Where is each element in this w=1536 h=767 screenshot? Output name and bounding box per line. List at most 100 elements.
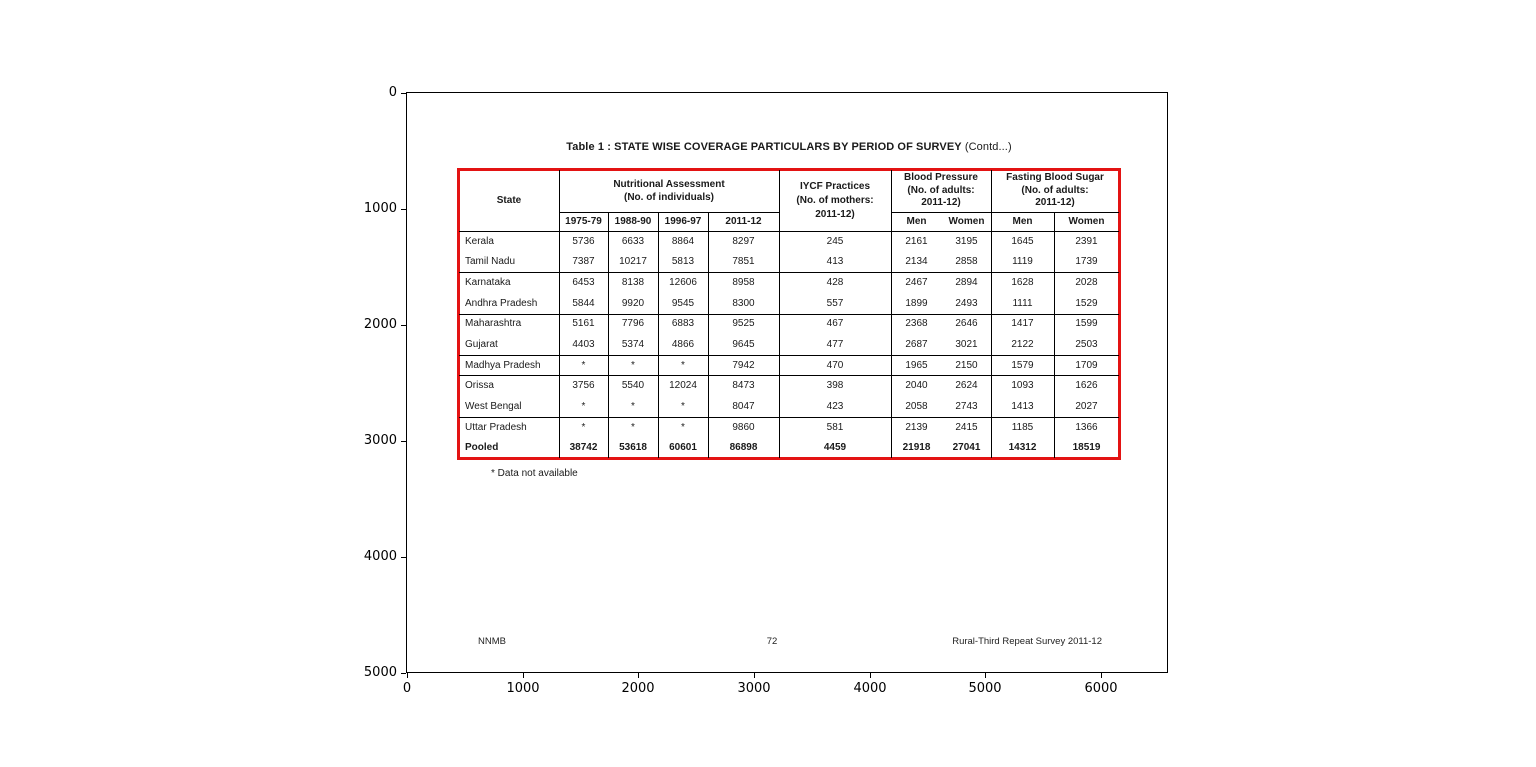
row-state-label: Tamil Nadu <box>465 256 516 268</box>
table-group-separator <box>459 355 1119 356</box>
row-value-cell: 5813 <box>671 256 695 268</box>
row-value-cell: 1093 <box>1011 380 1034 392</box>
row-value-cell: 1626 <box>1075 380 1098 392</box>
row-value-cell: 9920 <box>621 297 645 309</box>
coverage-table: State Nutritional Assessment (No. of ind… <box>457 168 1121 460</box>
header-fbs-men: Men <box>1012 216 1033 227</box>
table-grid-hline <box>559 212 779 213</box>
row-value-cell: 5736 <box>572 235 595 247</box>
row-value-cell: 38742 <box>569 442 598 454</box>
row-value-cell: 1709 <box>1075 359 1098 371</box>
row-value-cell: 1965 <box>905 359 928 371</box>
row-value-cell: 5844 <box>572 297 595 309</box>
row-value-cell: 2368 <box>905 318 928 330</box>
row-value-cell: 9545 <box>671 297 695 309</box>
table-title-main: Table 1 : STATE WISE COVERAGE PARTICULAR… <box>566 141 962 153</box>
row-value-cell: 1417 <box>1011 318 1034 330</box>
row-state-label: Madhya Pradesh <box>465 359 541 371</box>
row-value-cell: 10217 <box>619 256 647 268</box>
row-value-cell: 18519 <box>1072 442 1101 454</box>
y-tick-label: 2000 <box>363 317 397 332</box>
x-tick-mark <box>1101 673 1102 678</box>
row-value-cell: 6633 <box>621 235 645 247</box>
y-tick-mark <box>401 93 406 94</box>
header-year-2011-12: 2011-12 <box>725 216 762 227</box>
x-tick-label: 3000 <box>737 681 771 696</box>
row-value-cell: 428 <box>826 277 844 289</box>
row-value-cell: 1645 <box>1011 235 1034 247</box>
row-value-cell: 1899 <box>905 297 928 309</box>
row-value-cell: 3021 <box>955 338 978 350</box>
row-value-cell: 9645 <box>732 338 755 350</box>
table-group-separator <box>459 314 1119 315</box>
row-value-cell: 467 <box>826 318 844 330</box>
table-title-contd: (Contd...) <box>961 141 1012 153</box>
row-value-cell: 2646 <box>955 318 978 330</box>
row-value-cell: 86898 <box>729 442 758 454</box>
y-tick-label: 4000 <box>363 549 397 564</box>
row-value-cell: 8473 <box>732 380 755 392</box>
table-grid-hline <box>891 212 1119 213</box>
row-value-cell: 6453 <box>572 277 595 289</box>
x-tick-label: 0 <box>402 681 412 696</box>
row-value-cell: 398 <box>826 380 844 392</box>
row-value-cell: 1366 <box>1075 421 1098 433</box>
y-tick-mark <box>401 557 406 558</box>
header-fbs-women: Women <box>1068 216 1105 227</box>
row-value-cell: 1628 <box>1011 277 1034 289</box>
row-value-cell: * <box>681 400 685 412</box>
table-grid-vline <box>608 212 609 458</box>
row-value-cell: 7851 <box>732 256 755 268</box>
row-value-cell: * <box>631 421 635 433</box>
row-value-cell: 2493 <box>955 297 978 309</box>
row-value-cell: 4459 <box>823 442 847 454</box>
header-year-1988-90: 1988-90 <box>614 216 652 227</box>
header-iycf: IYCF Practices (No. of mothers: 2011-12) <box>796 180 874 220</box>
row-value-cell: 1529 <box>1075 297 1098 309</box>
table-group-separator <box>459 417 1119 418</box>
row-value-cell: 7942 <box>732 359 755 371</box>
row-value-cell: 21918 <box>902 442 931 454</box>
row-value-cell: * <box>681 421 685 433</box>
row-value-cell: 1111 <box>1012 297 1033 309</box>
table-footnote: * Data not available <box>491 468 578 479</box>
row-state-label: Kerala <box>465 235 494 247</box>
row-value-cell: 2415 <box>955 421 978 433</box>
row-value-cell: 2467 <box>905 277 928 289</box>
row-value-cell: 5374 <box>621 338 645 350</box>
row-state-label: Orissa <box>465 380 494 392</box>
row-value-cell: 3195 <box>955 235 978 247</box>
y-tick-mark <box>401 209 406 210</box>
table-group-separator <box>459 375 1119 376</box>
x-tick-mark <box>985 673 986 678</box>
row-value-cell: 2150 <box>955 359 978 371</box>
header-fasting-blood-sugar: Fasting Blood Sugar (No. of adults: 2011… <box>1006 172 1104 209</box>
row-value-cell: * <box>581 400 586 412</box>
header-year-1975-79: 1975-79 <box>565 216 602 227</box>
x-tick-label: 1000 <box>506 681 540 696</box>
row-value-cell: 8958 <box>732 277 755 289</box>
row-value-cell: 6883 <box>671 318 695 330</box>
y-tick-mark <box>401 441 406 442</box>
x-tick-label: 2000 <box>621 681 655 696</box>
row-value-cell: 12024 <box>669 380 697 392</box>
row-value-cell: 4403 <box>572 338 595 350</box>
row-value-cell: 1599 <box>1075 318 1098 330</box>
row-value-cell: 7796 <box>621 318 645 330</box>
row-value-cell: 2040 <box>905 380 928 392</box>
row-value-cell: 2028 <box>1075 277 1098 289</box>
header-blood-pressure: Blood Pressure (No. of adults: 2011-12) <box>904 172 978 209</box>
x-tick-label: 6000 <box>1084 681 1118 696</box>
row-value-cell: 9525 <box>732 318 755 330</box>
row-value-cell: * <box>581 359 586 371</box>
header-bp-men: Men <box>906 216 927 227</box>
row-value-cell: 8300 <box>732 297 755 309</box>
row-value-cell: 245 <box>826 235 844 247</box>
x-tick-label: 4000 <box>853 681 887 696</box>
row-state-label: West Bengal <box>465 400 522 412</box>
row-state-label: Maharashtra <box>465 318 522 330</box>
x-tick-mark <box>407 673 408 678</box>
x-tick-mark <box>523 673 524 678</box>
row-value-cell: 2139 <box>905 421 928 433</box>
row-value-cell: 2122 <box>1011 338 1034 350</box>
